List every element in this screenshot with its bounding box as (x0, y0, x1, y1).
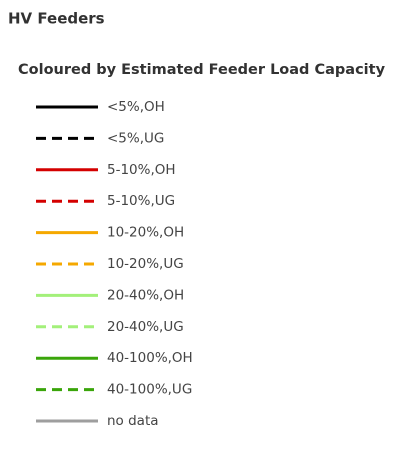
panel-title: HV Feeders (8, 10, 105, 28)
legend-label: no data (107, 413, 159, 429)
legend-label: 10-20%,UG (107, 256, 184, 272)
legend-subtitle: Coloured by Estimated Feeder Load Capaci… (18, 62, 386, 78)
legend-label: 5-10%,OH (107, 162, 176, 178)
legend-label: <5%,OH (107, 99, 165, 115)
legend-label: 40-100%,OH (107, 350, 193, 366)
legend-label: 5-10%,UG (107, 193, 175, 209)
legend-label: 20-40%,UG (107, 319, 184, 335)
legend-label: 10-20%,OH (107, 225, 184, 241)
legend-label: <5%,UG (107, 130, 164, 146)
legend-label: 20-40%,OH (107, 287, 184, 303)
legend-label: 40-100%,UG (107, 382, 192, 398)
